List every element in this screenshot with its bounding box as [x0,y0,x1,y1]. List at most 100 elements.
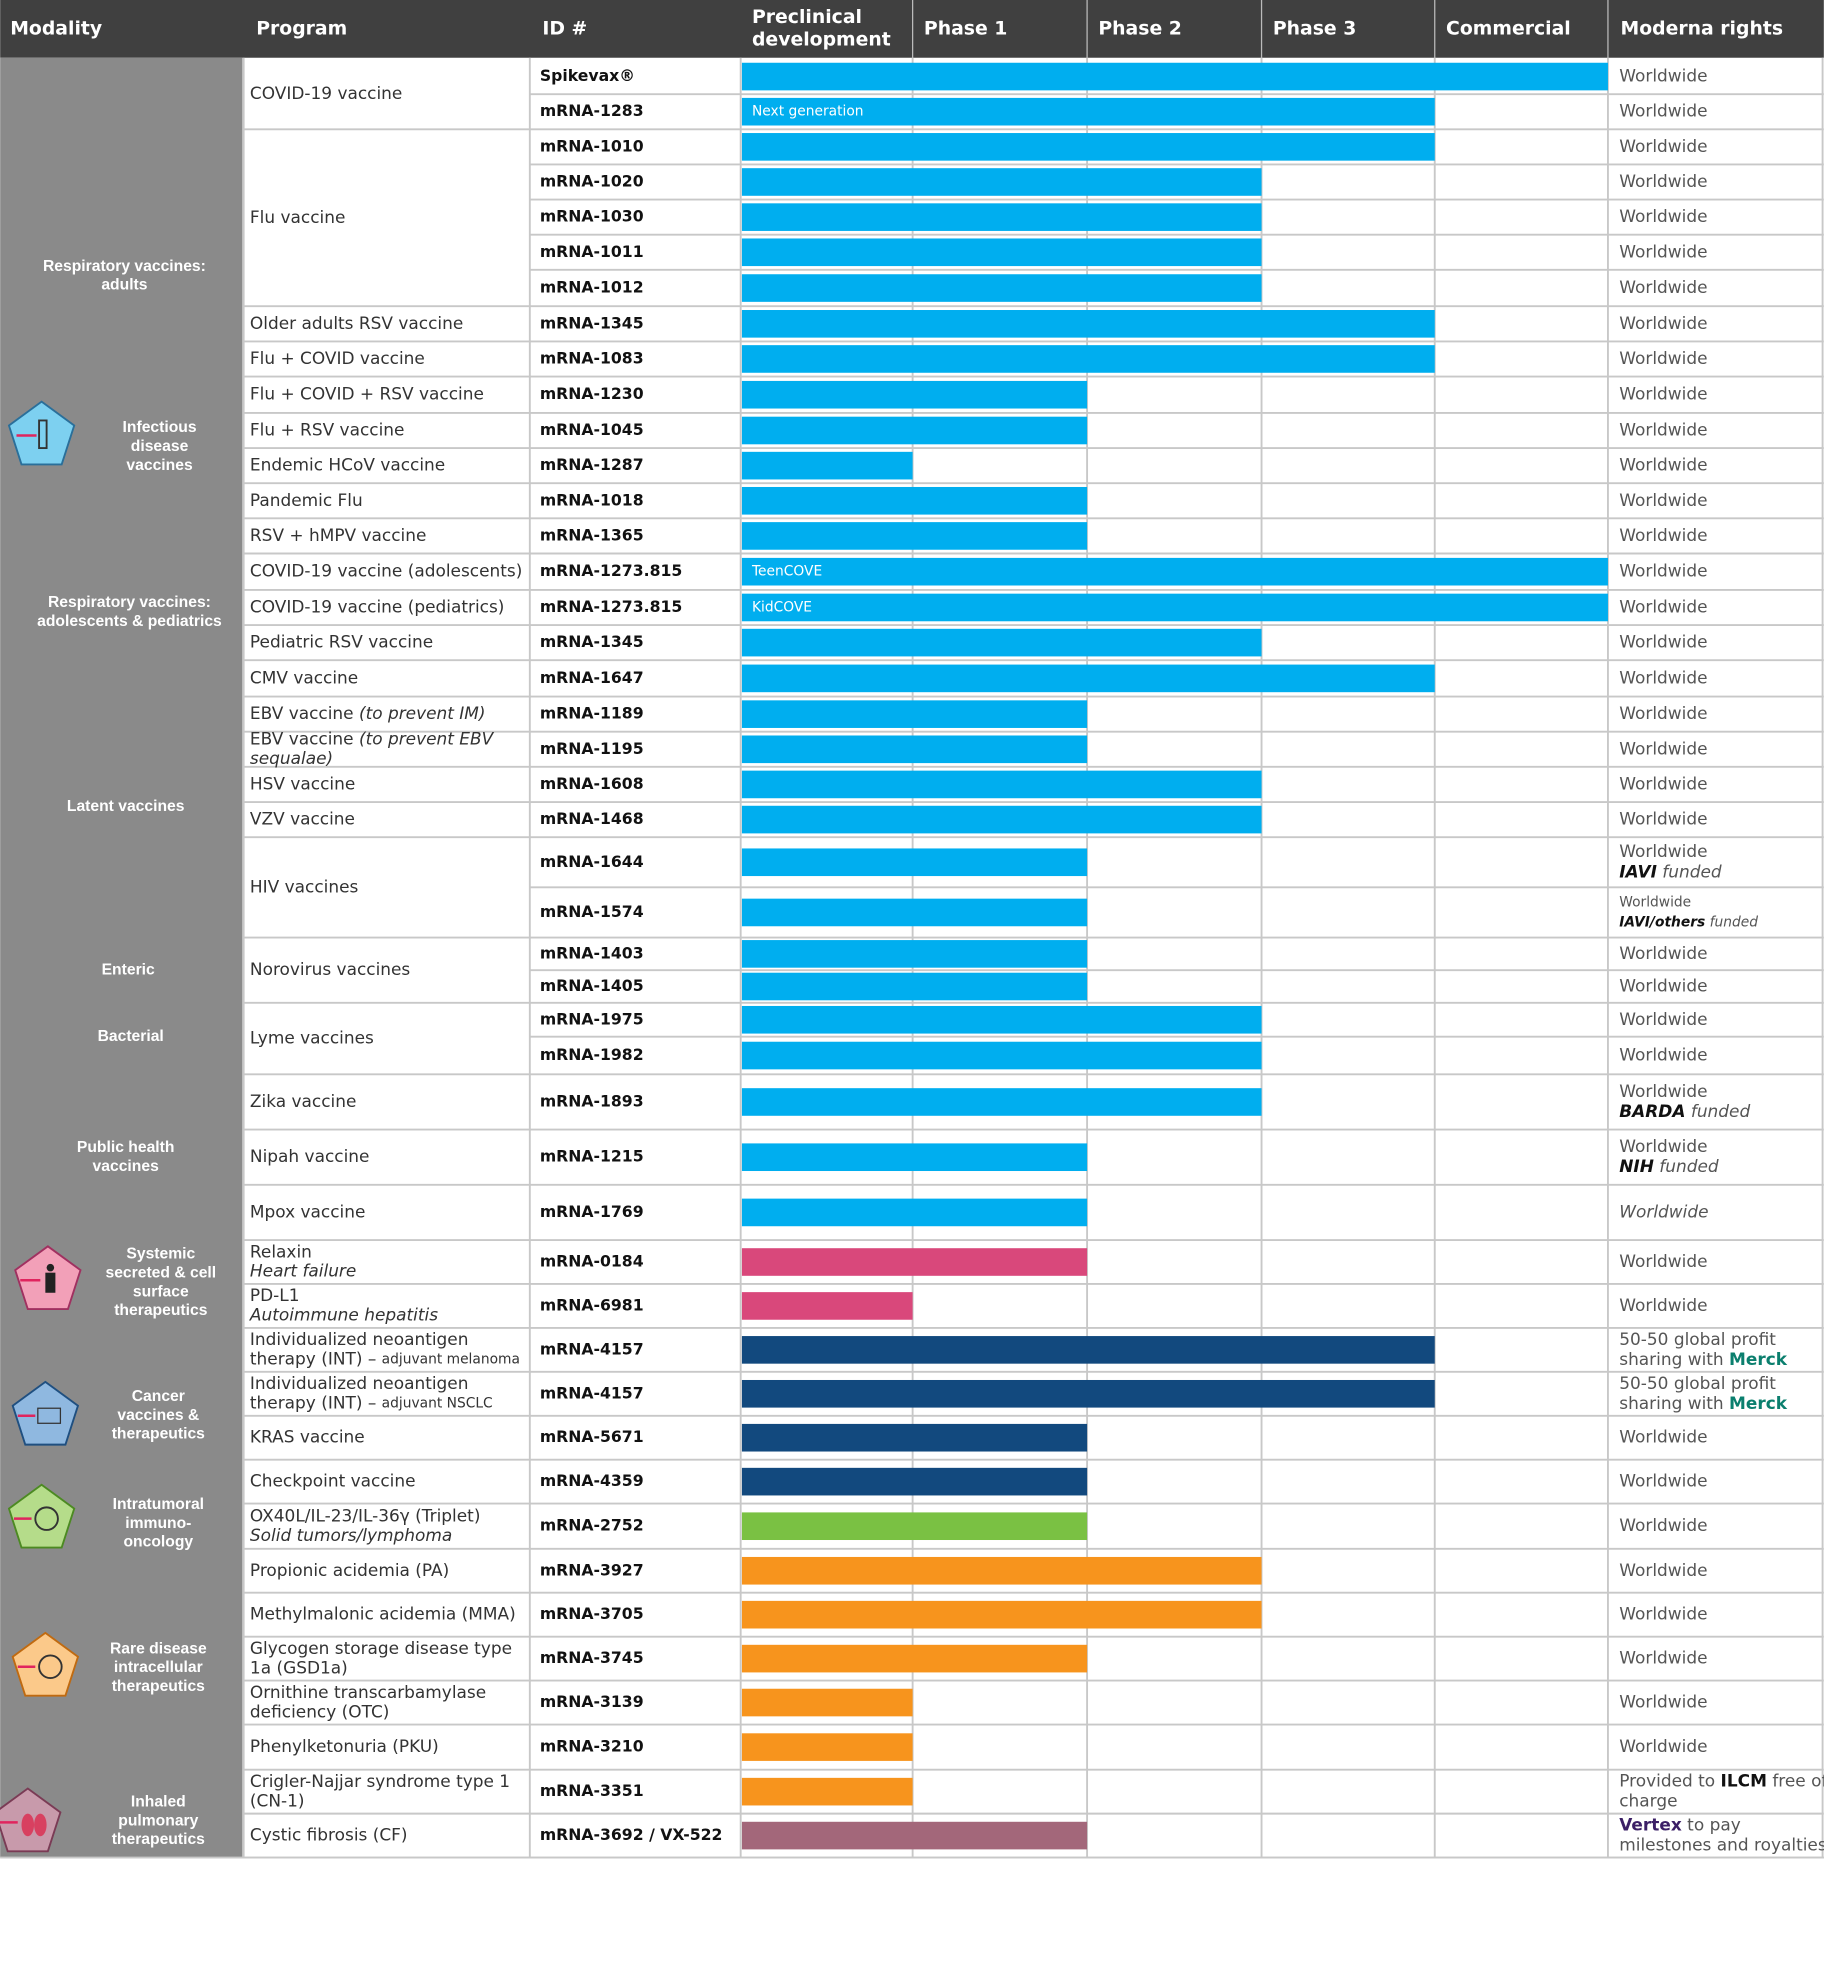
stage-bar [741,380,1088,409]
program-id: mRNA-1273.815 [540,561,682,580]
program-name: Norovirus vaccines [250,959,410,979]
program-id: mRNA-1975 [540,1009,644,1028]
stage-bar [741,1292,913,1320]
rights: Worldwide [1619,1201,1708,1221]
stage-bar [741,1733,913,1761]
rights: Worldwide [1619,809,1707,829]
rights-part: Worldwide [1619,841,1707,861]
program-name-part: KRAS vaccine [250,1427,365,1447]
rights: Worldwide [1619,1560,1707,1580]
program-name-part: HIV vaccines [250,876,358,896]
program-name: Lyme vaccines [250,1028,374,1048]
stage-bar [741,345,1435,373]
program-id: mRNA-3351 [540,1781,644,1800]
rights-part: Worldwide [1619,894,1691,910]
program-name: Methylmalonic acidemia (MMA) [250,1604,516,1624]
program-id: mRNA-1189 [540,704,644,723]
program-name: RSV + hMPV vaccine [250,525,427,545]
program-name: sequalae) [250,748,333,768]
program-name-part: Flu + RSV vaccine [250,420,405,440]
rights: Worldwide [1619,561,1707,581]
stage-bar [741,486,1088,515]
modality-label: Bacterial [98,1028,164,1045]
rights: NIH funded [1619,1156,1719,1176]
program-id: mRNA-1644 [540,852,644,871]
modality-label: surface [133,1283,189,1300]
program-name-part: (CN-1) [250,1790,305,1810]
rights-part: Worldwide [1619,632,1707,652]
program-name-part: Mpox vaccine [250,1201,366,1221]
rights: Worldwide [1619,1136,1707,1156]
stage-bar [741,522,1088,550]
stage-bar [741,898,1088,927]
modality-column [0,57,243,1858]
stage-bar [741,1644,1088,1673]
modality-label: Systemic [126,1246,195,1263]
program-id: Spikevax® [540,66,635,85]
modality-label: Enteric [102,961,155,978]
rights-part: Worldwide [1619,1251,1707,1271]
rights: Worldwide [1619,313,1707,333]
stage-bar [741,1688,913,1717]
icon-rare [11,1631,80,1697]
rights-part: 50-50 global profit [1619,1329,1776,1349]
rights: Worldwide [1619,1045,1707,1065]
program-name-part: EBV vaccine [250,703,359,723]
stage-bar [741,1143,1088,1172]
rights: Worldwide [1619,241,1707,261]
rights: Provided to ILCM free of [1619,1771,1824,1791]
program-id: mRNA-1083 [540,348,644,367]
program-id: mRNA-1011 [540,242,644,261]
rights: Worldwide [1619,1648,1707,1668]
header-stage: Phase 1 [924,18,1007,39]
program-id: mRNA-2752 [540,1516,644,1535]
program-name: Heart failure [250,1261,356,1281]
program-name: Pandemic Flu [250,490,363,510]
rights-part: Worldwide [1619,525,1707,545]
header-stage: Commercial [1446,18,1571,39]
stage-bar [741,416,1088,445]
rights-part: charge [1619,1791,1677,1811]
program-id: mRNA-1647 [540,668,644,687]
program-name: Flu + RSV vaccine [250,420,405,440]
program-id: mRNA-3745 [540,1648,644,1667]
program-name-part: Heart failure [250,1261,356,1281]
rights: Worldwide [1619,1251,1707,1271]
header-rights: Moderna rights [1621,18,1784,39]
stage-bar [741,805,1262,834]
modality-label: Rare disease [110,1640,207,1657]
modality-label: vaccines [93,1158,160,1175]
stage-bar [741,557,1608,586]
program-name: Flu + COVID + RSV vaccine [250,384,484,404]
icons [0,400,82,1853]
program-name-part: Endemic HCoV vaccine [250,455,445,475]
program-id: mRNA-4157 [540,1339,644,1358]
program-name: Cystic fibrosis (CF) [250,1825,408,1845]
modality-label: Cancer [132,1388,185,1405]
program-id: mRNA-3210 [540,1737,644,1756]
rights-part: Worldwide [1619,976,1707,996]
rights-part: Worldwide [1619,1136,1707,1156]
rights: IAVI/others funded [1619,915,1758,931]
program-id: mRNA-1012 [540,278,644,297]
icon-systemic [14,1245,82,1311]
modality-label: Latent vaccines [67,798,185,815]
header-id: ID # [542,18,587,39]
program-name: Older adults RSV vaccine [250,313,463,333]
program-name: therapy (INT) – adjuvant NSCLC [250,1393,493,1413]
stage-bar [741,1777,913,1806]
rights-part: Worldwide [1619,943,1707,963]
stage-bar [741,700,1088,728]
modality-label: vaccines & [117,1407,199,1424]
rights: Worldwide [1619,773,1707,793]
program-name-part: adjuvant melanoma [382,1352,520,1368]
rights-part: Provided to [1619,1771,1720,1791]
icon-cancer [11,1380,80,1446]
stage-bar [741,1600,1262,1629]
program-id: mRNA-1345 [540,313,644,332]
program-name-part: Ornithine transcarbamylase [250,1682,486,1702]
program-name-part: Phenylketonuria (PKU) [250,1736,439,1756]
rights: Worldwide [1619,1692,1707,1712]
rights-part: Worldwide [1619,66,1707,86]
